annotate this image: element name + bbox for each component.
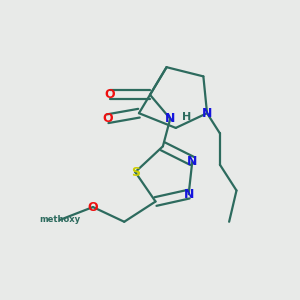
Text: O: O — [88, 200, 98, 214]
Text: N: N — [187, 154, 197, 167]
Text: H: H — [182, 112, 191, 122]
Text: N: N — [184, 188, 194, 201]
Text: S: S — [131, 166, 140, 178]
Text: O: O — [104, 88, 115, 101]
Text: methoxy: methoxy — [39, 215, 80, 224]
Text: O: O — [102, 112, 113, 125]
Text: N: N — [202, 107, 212, 120]
Text: N: N — [165, 112, 175, 125]
